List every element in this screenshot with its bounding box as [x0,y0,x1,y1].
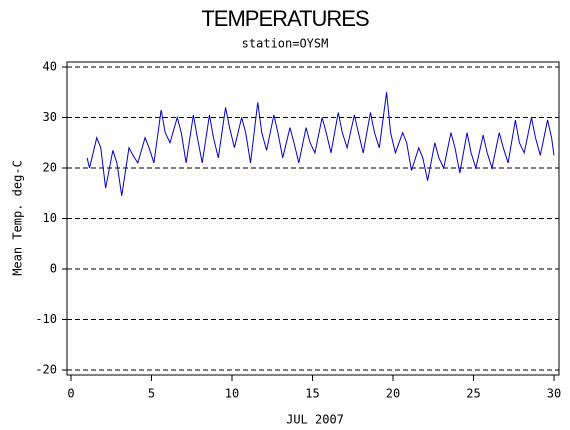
x-tick-label: 0 [67,387,74,401]
y-tick-label: -10 [35,312,57,326]
x-tick-label: 25 [466,387,480,401]
x-tick-label: 20 [386,387,400,401]
chart-subtitle: station=OYSM [242,37,329,51]
y-tick-label: 20 [43,161,57,175]
x-tick-label: 10 [225,387,239,401]
x-tick-label: 30 [547,387,561,401]
temperature-line [86,92,555,196]
y-tick-label: 10 [43,211,57,225]
y-tick-label: 30 [43,110,57,124]
x-tick-label: 5 [148,387,155,401]
x-tick-label: 15 [305,387,319,401]
y-tick-label: 40 [43,60,57,74]
x-axis-label: JUL 2007 [286,413,344,427]
chart-title: TEMPERATURES [201,6,369,31]
y-tick-label: 0 [50,262,57,276]
y-tick-label: -20 [35,363,57,377]
y-axis-label: Mean Temp. deg-C [11,160,25,276]
